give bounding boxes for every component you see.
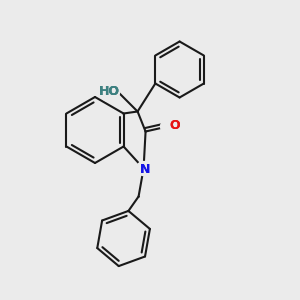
- Circle shape: [100, 82, 120, 101]
- Text: N: N: [140, 163, 150, 176]
- Text: HO: HO: [99, 85, 120, 98]
- Text: N: N: [140, 163, 150, 176]
- Text: O: O: [169, 119, 180, 132]
- Text: HO: HO: [99, 85, 120, 98]
- Text: HO: HO: [99, 85, 120, 98]
- Circle shape: [136, 161, 151, 176]
- Circle shape: [160, 119, 175, 134]
- Text: O: O: [169, 119, 180, 132]
